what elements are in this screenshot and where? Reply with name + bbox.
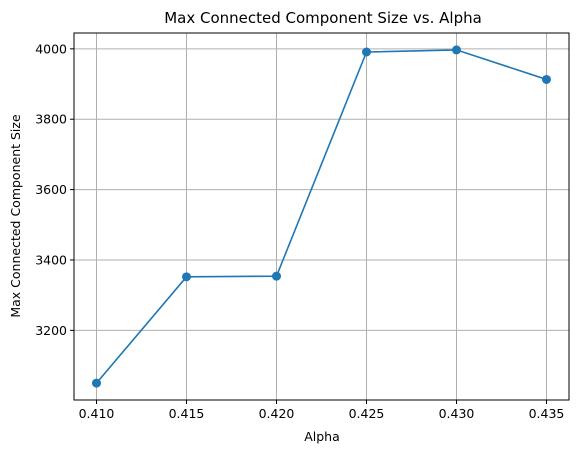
data-point <box>542 74 551 84</box>
axes-frame <box>73 32 570 401</box>
y-tick-label: 3200 <box>35 323 67 338</box>
x-tick-label: 0.430 <box>439 406 475 421</box>
y-tick-label: 3800 <box>35 112 67 127</box>
series-layer <box>92 45 551 388</box>
y-tick-label: 3600 <box>35 182 67 197</box>
x-axis-label: Alpha <box>304 429 340 444</box>
ticks-layer: 0.410 0.415 0.420 0.425 0.430 0.435 3200 3400 36… <box>35 41 564 421</box>
y-tick-label: 3400 <box>35 252 67 267</box>
x-tick-label: 0.420 <box>259 406 295 421</box>
grid-layer <box>74 33 569 400</box>
data-point <box>182 272 191 282</box>
data-point <box>362 47 371 57</box>
y-tick-label: 4000 <box>35 41 67 56</box>
chart-title: Max Connected Component Size vs. Alpha <box>164 9 482 27</box>
data-point <box>272 271 281 281</box>
x-tick-label: 0.435 <box>529 406 565 421</box>
data-point <box>92 378 101 388</box>
x-tick-label: 0.410 <box>79 406 115 421</box>
x-tick-label: 0.415 <box>169 406 205 421</box>
data-point <box>452 45 461 55</box>
series-line <box>95 49 547 384</box>
y-axis-label: Max Connected Component Size <box>8 114 23 318</box>
x-tick-label: 0.425 <box>349 406 385 421</box>
